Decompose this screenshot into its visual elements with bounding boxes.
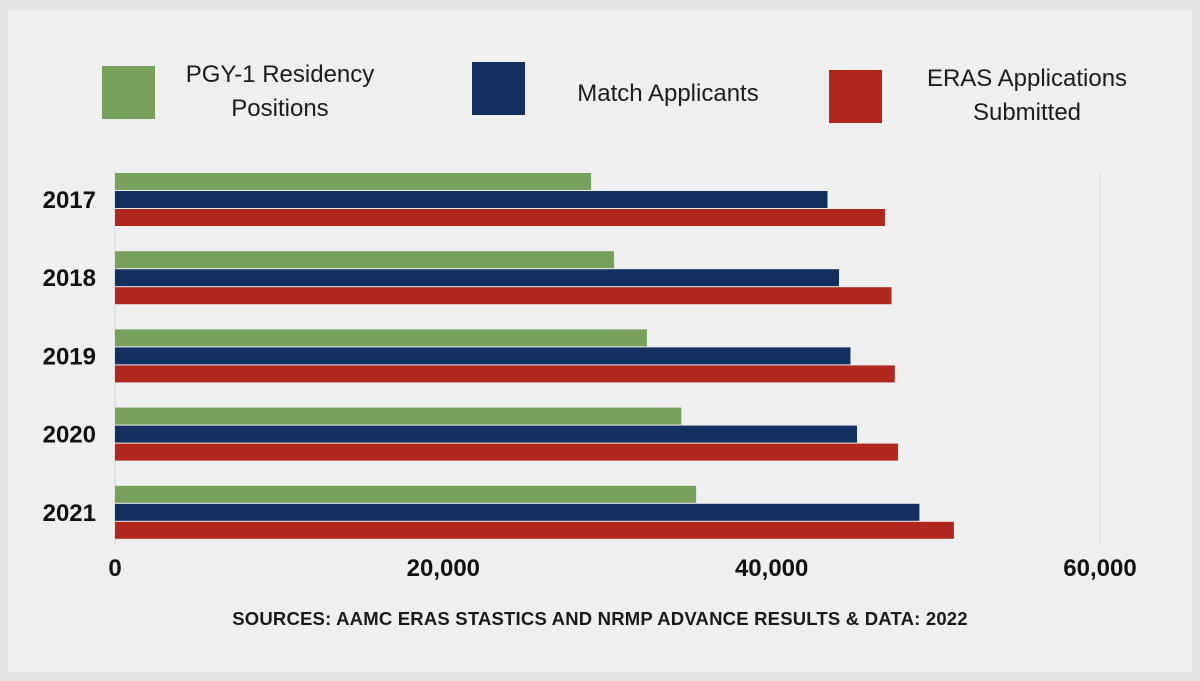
legend-label-line1: Match Applicants — [577, 79, 759, 107]
legend-label-line1: ERAS Applications — [926, 65, 1128, 92]
bar-2020-series-3 — [115, 443, 899, 461]
legend-swatch-eras — [829, 69, 882, 123]
legend-item-pgy1: PGY-1 Residency Positions — [102, 58, 385, 126]
y-tick-label: 2021 — [43, 500, 96, 527]
bar-2018-series-2 — [115, 269, 839, 287]
x-tick-label: 60,000 — [1063, 555, 1136, 582]
legend-item-match: Match Applicants — [472, 62, 783, 115]
bar-2019-series-3 — [115, 365, 895, 383]
y-tick-label: 2020 — [43, 422, 96, 449]
legend-swatch-pgy1 — [102, 65, 155, 119]
bar-2019-series-2 — [115, 347, 851, 365]
bar-2018-series-3 — [115, 287, 892, 305]
bar-2017-series-2 — [115, 191, 828, 208]
bar-2020-series-1 — [115, 407, 682, 425]
source-note: SOURCES: AAMC ERAS STASTICS AND NRMP ADV… — [232, 608, 968, 629]
x-tick-label: 0 — [108, 555, 121, 582]
bar-2021-series-2 — [115, 503, 920, 521]
bar-2019-series-1 — [115, 329, 647, 347]
legend-item-eras: ERAS Applications Submitted — [829, 62, 1152, 130]
legend-swatch-match — [472, 62, 525, 115]
bar-2017-series-3 — [115, 209, 885, 226]
legend-label-eras: ERAS Applications Submitted — [902, 62, 1152, 130]
y-tick-label: 2017 — [43, 187, 96, 214]
bar-2021-series-3 — [115, 521, 954, 539]
legend-label-line1: PGY-1 Residency — [185, 61, 375, 88]
legend-label-line2: Positions — [231, 95, 329, 122]
bar-2020-series-2 — [115, 425, 858, 443]
y-tick-label: 2018 — [43, 265, 96, 292]
y-tick-label: 2019 — [43, 343, 96, 370]
bar-2021-series-1 — [115, 485, 697, 503]
legend-label-line2: Submitted — [972, 99, 1082, 126]
bar-2017-series-1 — [115, 173, 592, 190]
x-tick-label: 40,000 — [735, 555, 808, 582]
x-tick-label: 20,000 — [407, 555, 480, 582]
legend-label-pgy1: PGY-1 Residency Positions — [175, 58, 385, 126]
legend-label-match: Match Applicants — [553, 77, 783, 111]
bar-2018-series-1 — [115, 251, 615, 269]
